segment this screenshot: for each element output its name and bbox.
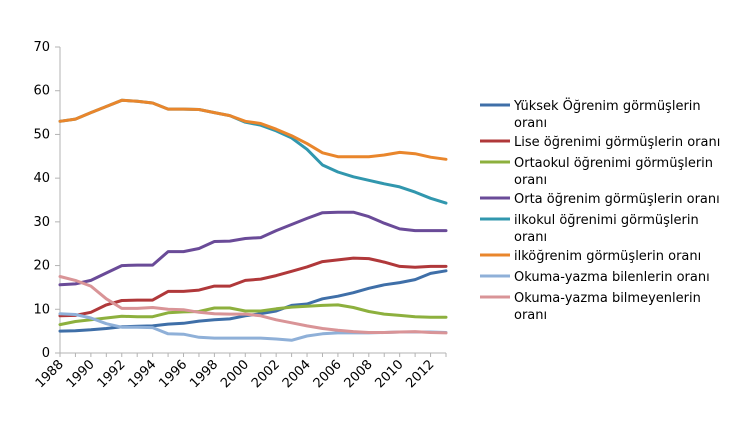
x-tick-label: 1994 [125,357,159,391]
series-line-5 [58,98,448,205]
y-tick-label: 70 [33,40,50,55]
y-tick-label: 10 [33,302,50,317]
x-tick-label: 1992 [95,357,129,391]
y-tick-label: 50 [33,127,50,142]
legend-label: oranı [514,116,547,131]
x-tick-label: 1998 [187,357,221,391]
x-tick-label: 2012 [403,357,437,391]
legend-label: oranı [514,230,547,245]
legend-item: Okuma-yazma bilmeyenlerin oranı [480,291,701,323]
legend-item: Yüksek Öğrenim görmüşlerin oranı [480,97,701,131]
y-tick-label: 20 [33,259,50,274]
series-line-3 [58,303,448,327]
legend-label: Ortaokul öğrenimi görmüşlerin [514,156,713,171]
series-line-2 [58,256,448,318]
series-line-4 [58,210,448,287]
legend-item: Orta öğrenim görmüşlerin oranı [480,192,720,207]
legend-label: Orta öğrenim görmüşlerin oranı [514,192,720,207]
legend-label: Okuma-yazma bilenlerin oranı [514,270,710,285]
chart-series [58,98,448,342]
x-tick-label: 2002 [249,357,283,391]
legend-label: oranı [514,173,547,188]
legend-label: ilkokul öğrenimi görmüşlerin [514,213,699,228]
legend-label: ilköğrenim görmüşlerin oranı [514,249,701,264]
x-tick-label: 2000 [218,357,252,391]
legend-item: Okuma-yazma bilenlerin oranı [480,270,710,285]
y-tick-label: 0 [42,346,50,361]
y-tick-label: 30 [33,215,50,230]
legend-item: Ortaokul öğrenimi görmüşlerin oranı [480,156,713,188]
y-tick-label: 60 [33,84,50,99]
x-tick-label: 2004 [280,357,314,391]
legend-label: oranı [514,308,547,323]
x-tick-label: 2006 [311,357,345,391]
series-line-8 [58,275,448,335]
legend-label: Okuma-yazma bilmeyenlerin [514,291,701,306]
legend-label: Lise öğrenimi görmüşlerin oranı [514,135,720,150]
legend-item: ilkokul öğrenimi görmüşlerin oranı [480,213,699,245]
y-tick-label: 40 [33,171,50,186]
series-line-6 [58,98,448,161]
legend-item: ilköğrenim görmüşlerin oranı [480,249,701,264]
chart-legend: Yüksek Öğrenim görmüşlerin oranı Lise öğre… [480,97,720,323]
x-tick-label: 1996 [156,357,190,391]
x-tick-label: 1990 [64,357,98,391]
legend-item: Lise öğrenimi görmüşlerin oranı [480,135,720,150]
x-tick-label: 1988 [33,357,67,391]
x-tick-label: 2010 [373,357,407,391]
x-tick-label: 2008 [342,357,376,391]
legend-label: Yüksek Öğrenim görmüşlerin [513,97,701,114]
